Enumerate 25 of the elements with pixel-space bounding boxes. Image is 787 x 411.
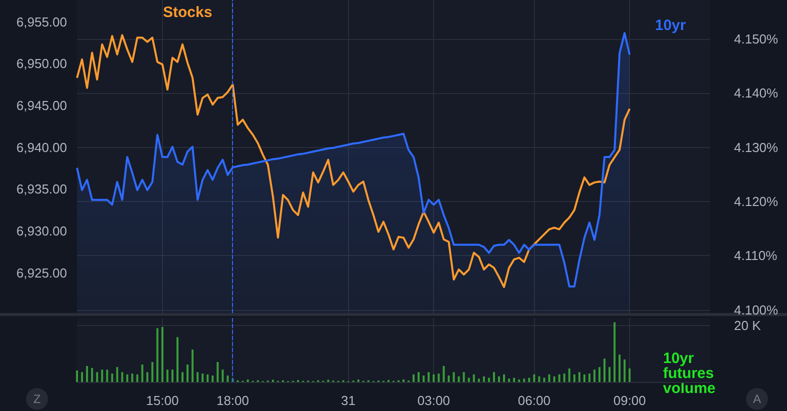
y2-tick-label: 4.110% xyxy=(734,248,778,264)
text: A xyxy=(746,388,768,410)
series-label: 10yr xyxy=(655,17,686,34)
x-tick-label: 03:00 xyxy=(417,393,450,408)
text: 10yr futures volume xyxy=(663,350,718,397)
y-tick-label: 20 K xyxy=(734,318,762,334)
x-tick-label: 18:00 xyxy=(216,393,250,408)
x-tick-label: 31 xyxy=(341,393,356,408)
x-tick-label: 09:00 xyxy=(613,393,646,408)
y2-tick-label: 4.120% xyxy=(734,194,779,209)
text: Z xyxy=(26,388,48,410)
x-tick-label: 06:00 xyxy=(518,393,550,408)
y-tick-label: 6,935.00 xyxy=(16,182,67,197)
y2-tick-label: 4.150% xyxy=(734,31,779,46)
x-tick-label: 15:00 xyxy=(146,393,179,408)
y-tick-label: 6,940.00 xyxy=(16,140,67,155)
y2-tick-label: 4.100% xyxy=(734,302,779,318)
y2-tick-label: 4.130% xyxy=(734,140,779,155)
y-tick-label: 6,950.00 xyxy=(16,56,67,72)
y-tick-label: 6,925.00 xyxy=(16,265,67,280)
y2-tick-label: 4.140% xyxy=(734,86,779,101)
y-tick-label: 6,945.00 xyxy=(16,98,67,113)
y-tick-label: 6,930.00 xyxy=(16,223,67,238)
y-tick-label: 6,955.00 xyxy=(16,14,67,30)
series-label: Stocks xyxy=(163,4,212,21)
